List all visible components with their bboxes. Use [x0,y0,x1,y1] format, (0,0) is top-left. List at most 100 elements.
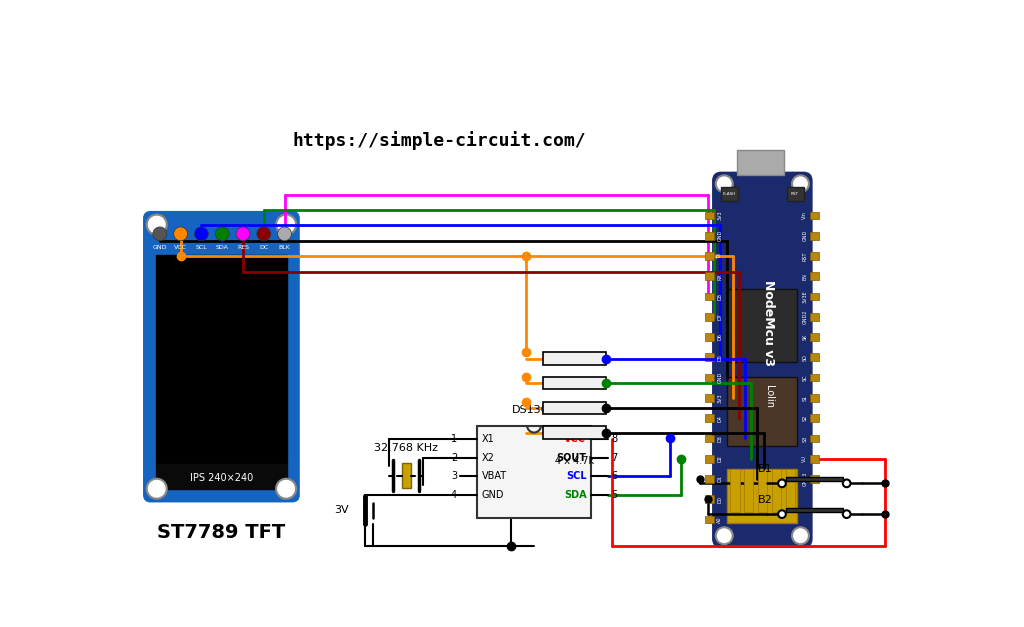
Text: ST7789 TFT: ST7789 TFT [158,523,286,542]
Text: 4: 4 [451,490,457,500]
Bar [727,288,797,362]
Text: GND: GND [717,372,722,383]
Bar [401,463,411,488]
Text: 4 x 4.7k: 4 x 4.7k [555,456,594,466]
Text: D4: D4 [717,414,722,421]
Bar [772,470,781,512]
Bar [810,232,819,240]
Circle shape [843,510,851,518]
Bar [705,313,714,320]
Bar [705,495,714,503]
Text: GND3: GND3 [803,472,807,486]
Text: D0: D0 [717,496,722,503]
Text: Vin: Vin [803,211,807,219]
Text: X1: X1 [481,435,495,445]
Bar [810,272,819,280]
Text: D5: D5 [717,354,722,361]
Text: VCC: VCC [174,245,187,250]
Bar [705,475,714,483]
Text: GND: GND [717,230,722,241]
Text: TX: TX [717,253,722,259]
Text: VU: VU [803,455,807,462]
Bar [544,402,606,414]
Bar [810,455,819,463]
Text: EN: EN [803,273,807,280]
Bar [744,470,754,512]
Circle shape [843,480,851,487]
Text: S2: S2 [803,415,807,421]
Text: D8: D8 [717,293,722,300]
Bar [810,211,819,219]
Text: 3V3: 3V3 [717,393,722,403]
Text: 3V3E: 3V3E [803,290,807,303]
Bar [810,435,819,442]
Circle shape [174,227,187,241]
Text: GND: GND [803,230,807,241]
Bar [721,187,738,201]
Text: SK: SK [803,334,807,340]
Circle shape [276,479,296,498]
Text: S3: S3 [803,435,807,441]
Bar [785,477,843,481]
Text: D2: D2 [717,455,722,462]
FancyBboxPatch shape [144,213,298,501]
Text: 7: 7 [611,453,617,463]
Text: RST: RST [803,251,807,261]
Text: GND: GND [153,245,167,250]
Circle shape [146,479,167,498]
Circle shape [257,227,270,241]
Circle shape [195,227,208,241]
Bar [727,470,797,524]
Text: B1: B1 [758,464,773,474]
Circle shape [237,227,250,241]
Text: SDA: SDA [564,490,587,500]
Text: VCC: VCC [564,435,587,445]
Bar [730,470,739,512]
Text: 3V3: 3V3 [717,211,722,220]
Bar [786,187,804,201]
Text: S1: S1 [803,395,807,401]
Text: SCL: SCL [566,472,587,482]
Bar [705,211,714,219]
Text: 1: 1 [451,435,457,445]
Bar [705,354,714,361]
Text: RX: RX [717,273,722,280]
Bar [705,374,714,381]
Text: D7: D7 [717,314,722,320]
Text: 2: 2 [451,453,457,463]
Bar [705,414,714,422]
Bar [705,252,714,260]
Text: IPS 240×240: IPS 240×240 [189,473,253,483]
Text: SDA: SDA [216,245,228,250]
Text: SOUT: SOUT [556,453,587,463]
Text: https://simple-circuit.com/: https://simple-circuit.com/ [292,131,586,150]
Circle shape [792,527,809,544]
Bar [705,333,714,341]
Circle shape [778,480,785,487]
Bar [810,333,819,341]
Bar [705,394,714,402]
Text: DC: DC [259,245,268,250]
Bar [477,426,591,518]
Circle shape [215,227,229,241]
Bar [810,313,819,320]
Circle shape [716,176,733,192]
Bar [705,272,714,280]
Text: D1: D1 [717,475,722,482]
Bar [705,455,714,463]
Bar [544,426,606,439]
Text: GND: GND [481,490,504,500]
Bar [758,470,767,512]
Text: 3: 3 [451,472,457,482]
Bar [810,394,819,402]
Text: 32.768 KHz: 32.768 KHz [374,443,438,453]
Circle shape [778,510,785,518]
FancyBboxPatch shape [714,173,811,547]
Text: D6: D6 [717,334,722,340]
Text: BLK: BLK [279,245,291,250]
Circle shape [146,214,167,234]
Bar [785,470,795,512]
Text: VBAT: VBAT [481,472,507,482]
Text: 6: 6 [611,472,617,482]
Text: D3: D3 [717,435,722,442]
